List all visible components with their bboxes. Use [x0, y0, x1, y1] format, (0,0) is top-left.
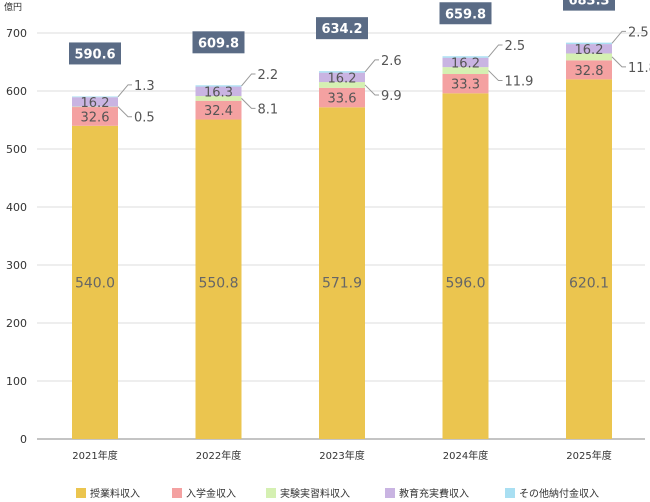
leader-line	[241, 98, 256, 109]
leader-line	[117, 84, 132, 98]
total-label: 634.2	[321, 22, 362, 37]
leader-line	[488, 44, 503, 58]
bar-segment	[566, 79, 612, 439]
bar-value-label: 32.6	[81, 110, 110, 125]
bar-value-label: 2.5	[505, 39, 526, 54]
bar-value-label: 2.5	[628, 25, 649, 40]
y-tick-label: 600	[6, 85, 27, 98]
bar-value-label: 16.3	[204, 85, 233, 100]
legend-label: 授業料収入	[90, 487, 140, 500]
legend-label: 入学金収入	[186, 487, 236, 500]
bar-segment	[566, 44, 612, 54]
bar-segment	[72, 106, 118, 108]
y-tick-label: 700	[6, 27, 27, 40]
x-tick-label: 2025年度	[566, 449, 611, 462]
bar-segment	[566, 42, 612, 45]
bar-value-label: 16.2	[575, 43, 604, 58]
y-tick-label: 500	[6, 143, 27, 156]
bar-segment	[319, 72, 365, 83]
leader-line	[117, 106, 132, 118]
bar-segment	[319, 107, 365, 439]
bar-segment	[319, 71, 365, 73]
bar-segment	[195, 86, 242, 97]
legend-swatch	[172, 488, 182, 498]
legend-swatch	[505, 488, 515, 498]
bar-value-label: 620.1	[569, 275, 609, 291]
bar-value-label: 2.2	[258, 68, 279, 83]
bar-value-label: 16.2	[81, 96, 110, 111]
bar-value-label: 32.4	[204, 104, 233, 119]
bar-value-label: 8.1	[258, 102, 279, 117]
legend-label: 実験実習料収入	[280, 487, 350, 500]
bar-segment	[566, 60, 612, 80]
bar-value-label: 596.0	[445, 275, 485, 291]
legend-swatch	[76, 488, 86, 498]
bar-value-label: 16.2	[328, 71, 357, 86]
bar-value-label: 550.8	[198, 275, 238, 291]
x-tick-label: 2022年度	[196, 449, 241, 462]
bar-value-label: 11.8	[628, 61, 650, 76]
bar-segment	[72, 97, 118, 107]
total-label: 683.3	[568, 0, 609, 9]
leader-line	[364, 59, 379, 73]
total-label-box	[439, 2, 492, 25]
bar-segment	[72, 96, 118, 98]
x-tick-label: 2023年度	[319, 449, 364, 462]
bar-value-label: 33.6	[328, 92, 357, 107]
bar-segment	[195, 100, 242, 120]
bar-segment	[72, 106, 118, 126]
leader-line	[611, 30, 626, 44]
bar-value-label: 9.9	[381, 89, 402, 104]
legend-swatch	[266, 488, 276, 498]
total-label: 590.6	[74, 47, 115, 62]
bar-segment	[195, 96, 242, 101]
y-tick-label: 200	[6, 317, 27, 330]
total-label-box	[563, 0, 615, 11]
bar-segment	[319, 87, 365, 108]
bar-value-label: 32.8	[575, 64, 604, 79]
bar-segment	[442, 93, 489, 439]
legend-label: 教育充実費収入	[399, 487, 469, 500]
bar-segment	[442, 57, 489, 68]
bar-value-label: 2.6	[381, 54, 402, 69]
bar-value-label: 11.9	[505, 75, 534, 90]
x-tick-label: 2024年度	[443, 449, 488, 462]
bar-segment	[442, 56, 489, 58]
bar-value-label: 33.3	[451, 78, 480, 93]
total-label-box	[69, 42, 121, 65]
bar-segment	[442, 67, 489, 75]
bar-segment	[195, 119, 242, 439]
y-tick-label: 300	[6, 259, 27, 272]
bar-value-label: 16.2	[451, 56, 480, 71]
bar-segment	[566, 53, 612, 61]
bar-segment	[72, 125, 118, 440]
total-label: 609.8	[198, 36, 239, 51]
bar-segment	[442, 74, 489, 94]
bar-value-label: 540.0	[75, 275, 115, 291]
leader-line	[241, 73, 256, 87]
legend-swatch	[385, 488, 395, 498]
legend-label: その他納付金収入	[519, 487, 599, 500]
y-tick-label: 400	[6, 201, 27, 214]
y-tick-label: 100	[6, 375, 27, 388]
total-label-box	[316, 17, 368, 40]
x-tick-label: 2021年度	[72, 449, 117, 462]
bar-value-label: 0.5	[134, 111, 155, 126]
total-label-box	[192, 31, 245, 54]
total-label: 659.8	[445, 7, 486, 22]
bar-segment	[319, 82, 365, 88]
bar-segment	[195, 85, 242, 87]
leader-line	[611, 56, 626, 68]
bar-value-label: 571.9	[322, 275, 362, 291]
y-axis-unit: 億円	[4, 1, 22, 13]
leader-line	[364, 84, 379, 96]
y-tick-label: 0	[20, 433, 27, 446]
leader-line	[488, 70, 503, 82]
bar-value-label: 1.3	[134, 79, 155, 94]
